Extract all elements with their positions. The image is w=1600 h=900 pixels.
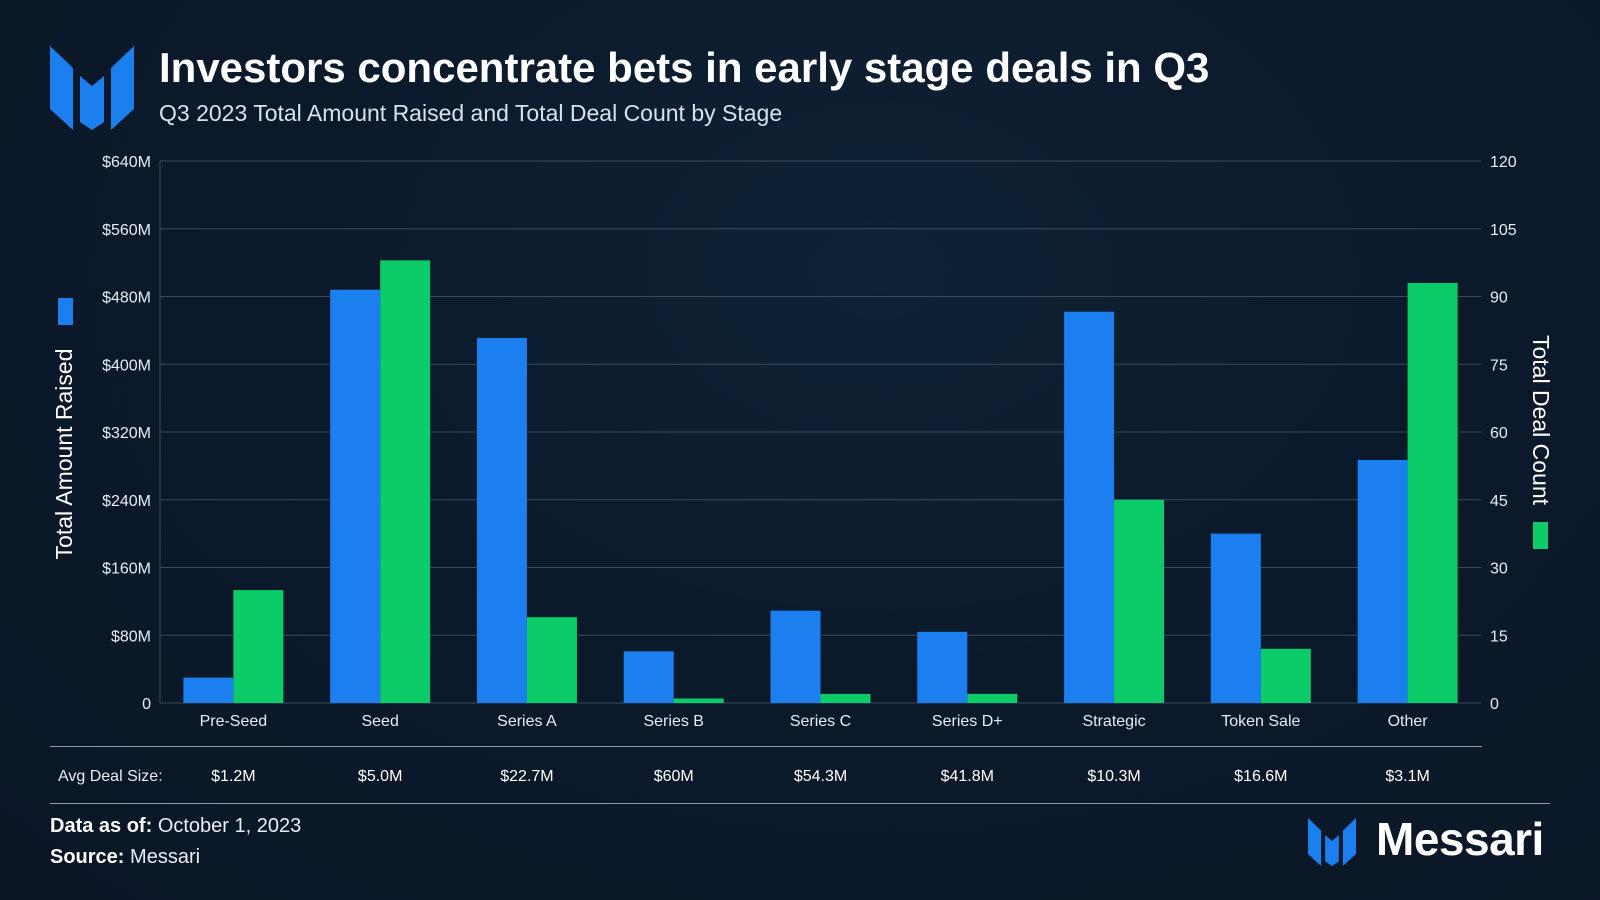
y-tick-label: $640M bbox=[102, 154, 151, 171]
deal-count-bar bbox=[673, 698, 724, 703]
x-tick-label: Token Sale bbox=[1221, 713, 1300, 730]
x-tick-label: Series B bbox=[643, 713, 703, 730]
avg-deal-size-value: $3.1M bbox=[1385, 768, 1429, 785]
data-source-label: Source: bbox=[50, 846, 125, 868]
y2-tick-label: 120 bbox=[1490, 154, 1517, 171]
avg-deal-size-value: $41.8M bbox=[941, 768, 994, 785]
x-tick-label: Series C bbox=[790, 713, 851, 730]
x-tick-label: Series A bbox=[497, 713, 557, 730]
amount-raised-bar bbox=[623, 651, 674, 703]
data-date: Data as of: October 1, 2023 bbox=[50, 815, 301, 838]
avg-deal-size-value: $16.6M bbox=[1234, 768, 1287, 785]
deal-count-bar bbox=[1407, 282, 1458, 703]
y2-tick-label: 105 bbox=[1490, 222, 1517, 239]
messari-brand-icon bbox=[1308, 818, 1356, 866]
y-tick-label: $400M bbox=[102, 357, 151, 374]
deal-count-bar bbox=[1114, 499, 1165, 703]
amount-raised-bar bbox=[917, 631, 968, 703]
x-tick-label: Seed bbox=[361, 713, 398, 730]
amount-raised-bar bbox=[1064, 311, 1115, 703]
y-tick-label: $80M bbox=[111, 628, 151, 645]
deal-count-bar bbox=[1260, 648, 1311, 703]
bar-chart: 0 0 $80M 15 $160M 30 $240M 45 $320M 60 $400M 75 $480… bbox=[51, 154, 1554, 785]
deal-count-bar bbox=[820, 693, 871, 703]
y2-tick-label: 60 bbox=[1490, 425, 1508, 442]
legend-swatch-count bbox=[1533, 522, 1548, 549]
chart-title: Investors concentrate bets in early stag… bbox=[159, 44, 1210, 91]
avg-deal-size-value: $60M bbox=[654, 768, 694, 785]
y-tick-label: $320M bbox=[102, 425, 151, 442]
messari-brand: Messari bbox=[1308, 813, 1554, 868]
y-tick-label: 0 bbox=[142, 696, 151, 713]
data-source: Source: Messari bbox=[50, 846, 200, 869]
amount-raised-bar bbox=[1210, 533, 1261, 703]
chart-subtitle: Q3 2023 Total Amount Raised and Total De… bbox=[159, 100, 783, 126]
y2-tick-label: 0 bbox=[1490, 696, 1499, 713]
y2-tick-label: 15 bbox=[1490, 628, 1508, 645]
x-tick-label: Series D+ bbox=[932, 713, 1003, 730]
data-date-value: October 1, 2023 bbox=[157, 815, 302, 837]
avg-deal-size-value: $54.3M bbox=[794, 768, 847, 785]
y2-tick-label: 45 bbox=[1490, 493, 1508, 510]
y2-tick-label: 30 bbox=[1490, 561, 1508, 578]
x-tick-label: Pre-Seed bbox=[200, 713, 268, 730]
avg-deal-size-value: $10.3M bbox=[1087, 768, 1140, 785]
deal-count-bar bbox=[380, 260, 431, 703]
table-divider-top bbox=[50, 746, 1482, 747]
messari-logo-icon bbox=[50, 46, 134, 130]
amount-raised-bar bbox=[770, 610, 821, 703]
avg-deal-size-label: Avg Deal Size: bbox=[58, 768, 163, 785]
avg-deal-size-value: $5.0M bbox=[358, 768, 402, 785]
y-tick-label: $560M bbox=[102, 222, 151, 239]
avg-deal-size-value: $1.2M bbox=[211, 768, 255, 785]
amount-raised-bar bbox=[183, 677, 234, 703]
legend-swatch-amount bbox=[58, 298, 73, 325]
data-date-label: Data as of: bbox=[50, 815, 153, 837]
deal-count-bar bbox=[233, 590, 284, 703]
amount-raised-bar bbox=[330, 289, 381, 703]
amount-raised-bar bbox=[1357, 459, 1408, 703]
footer-divider bbox=[50, 803, 1550, 804]
avg-deal-size-value: $22.7M bbox=[500, 768, 553, 785]
y-tick-label: $240M bbox=[102, 493, 151, 510]
y2-tick-label: 90 bbox=[1490, 290, 1508, 307]
data-source-value: Messari bbox=[130, 846, 201, 868]
x-tick-label: Strategic bbox=[1082, 713, 1145, 730]
y-tick-label: $160M bbox=[102, 561, 151, 578]
y2-tick-label: 75 bbox=[1490, 357, 1508, 374]
y-tick-label: $480M bbox=[102, 290, 151, 307]
amount-raised-bar bbox=[476, 337, 527, 703]
y2-axis-title: Total Deal Count bbox=[1528, 335, 1554, 506]
x-tick-label: Other bbox=[1388, 713, 1429, 730]
y-axis-title: Total Amount Raised bbox=[51, 349, 77, 560]
deal-count-bar bbox=[967, 693, 1018, 703]
deal-count-bar bbox=[526, 617, 577, 703]
brand-name: Messari bbox=[1376, 813, 1544, 865]
